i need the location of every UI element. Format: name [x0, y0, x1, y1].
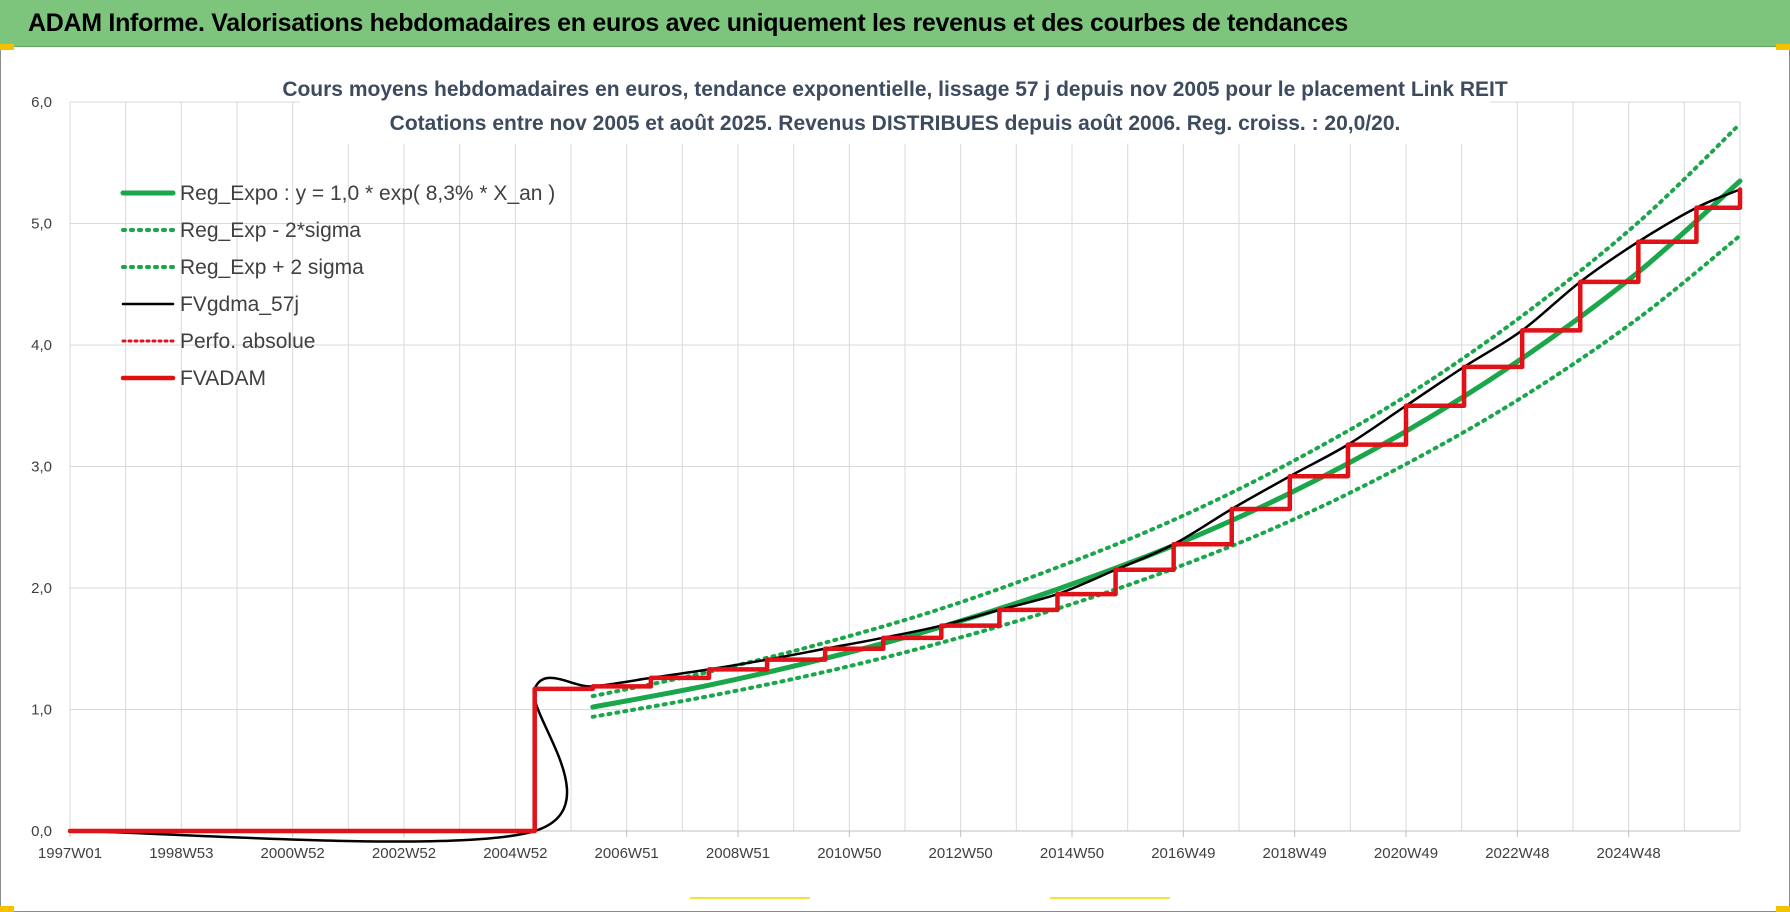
corner-marker-bottom-right — [1776, 906, 1790, 912]
page-title: ADAM Informe. Valorisations hebdomadaire… — [28, 9, 1349, 37]
legend-label: FVgdma_57j — [180, 293, 299, 316]
x-tick-label: 2008W51 — [706, 845, 770, 862]
corner-marker-top-right — [1776, 44, 1790, 50]
legend-label: Perfo. absolue — [180, 330, 315, 353]
corner-marker-bottom-left — [0, 906, 14, 912]
series-line-reg-exp-minus-2sigma — [590, 233, 1742, 719]
legend-label: Reg_Exp + 2 sigma — [180, 256, 364, 279]
series-line-reg-expo — [590, 178, 1743, 710]
x-tick-label: 2004W52 — [483, 845, 547, 862]
x-tick-label: 2020W49 — [1374, 845, 1438, 862]
x-tick-label: 2014W50 — [1040, 845, 1104, 862]
chart-title-line: Cours moyens hebdomadaires en euros, ten… — [282, 78, 1508, 101]
y-tick-label: 3,0 — [31, 459, 52, 476]
y-tick-label: 0,0 — [31, 823, 52, 840]
chart-title-background — [300, 72, 1490, 144]
x-tick-label: 2022W48 — [1485, 845, 1549, 862]
legend-label: Reg_Expo : y = 1,0 * exp( 8,3% * X_an ) — [180, 182, 555, 205]
x-tick-label: 2002W52 — [372, 845, 436, 862]
x-tick-label: 2010W50 — [817, 845, 881, 862]
series-line-reg-exp-plus-2sigma — [590, 121, 1742, 699]
x-tick-label: 1997W01 — [38, 845, 102, 862]
x-tick-label: 2016W49 — [1151, 845, 1215, 862]
header-banner: ADAM Informe. Valorisations hebdomadaire… — [0, 0, 1790, 47]
legend-label: FVADAM — [180, 367, 266, 390]
y-tick-label: 6,0 — [31, 94, 52, 111]
x-tick-label: 2000W52 — [261, 845, 325, 862]
chart-title-line: Cotations entre nov 2005 et août 2025. R… — [390, 112, 1401, 135]
y-tick-label: 2,0 — [31, 580, 52, 597]
x-tick-label: 2006W51 — [595, 845, 659, 862]
y-tick-label: 1,0 — [31, 702, 52, 719]
corner-marker-top-left — [0, 44, 14, 50]
series-line-perfo-absolue — [68, 187, 1742, 833]
y-tick-label: 5,0 — [31, 216, 52, 233]
legend-label: Reg_Exp - 2*sigma — [180, 219, 361, 242]
x-tick-label: 2018W49 — [1263, 845, 1327, 862]
x-tick-label: 2012W50 — [929, 845, 993, 862]
x-tick-label: 2024W48 — [1597, 845, 1661, 862]
y-tick-label: 4,0 — [31, 337, 52, 354]
x-tick-label: 1998W53 — [149, 845, 213, 862]
